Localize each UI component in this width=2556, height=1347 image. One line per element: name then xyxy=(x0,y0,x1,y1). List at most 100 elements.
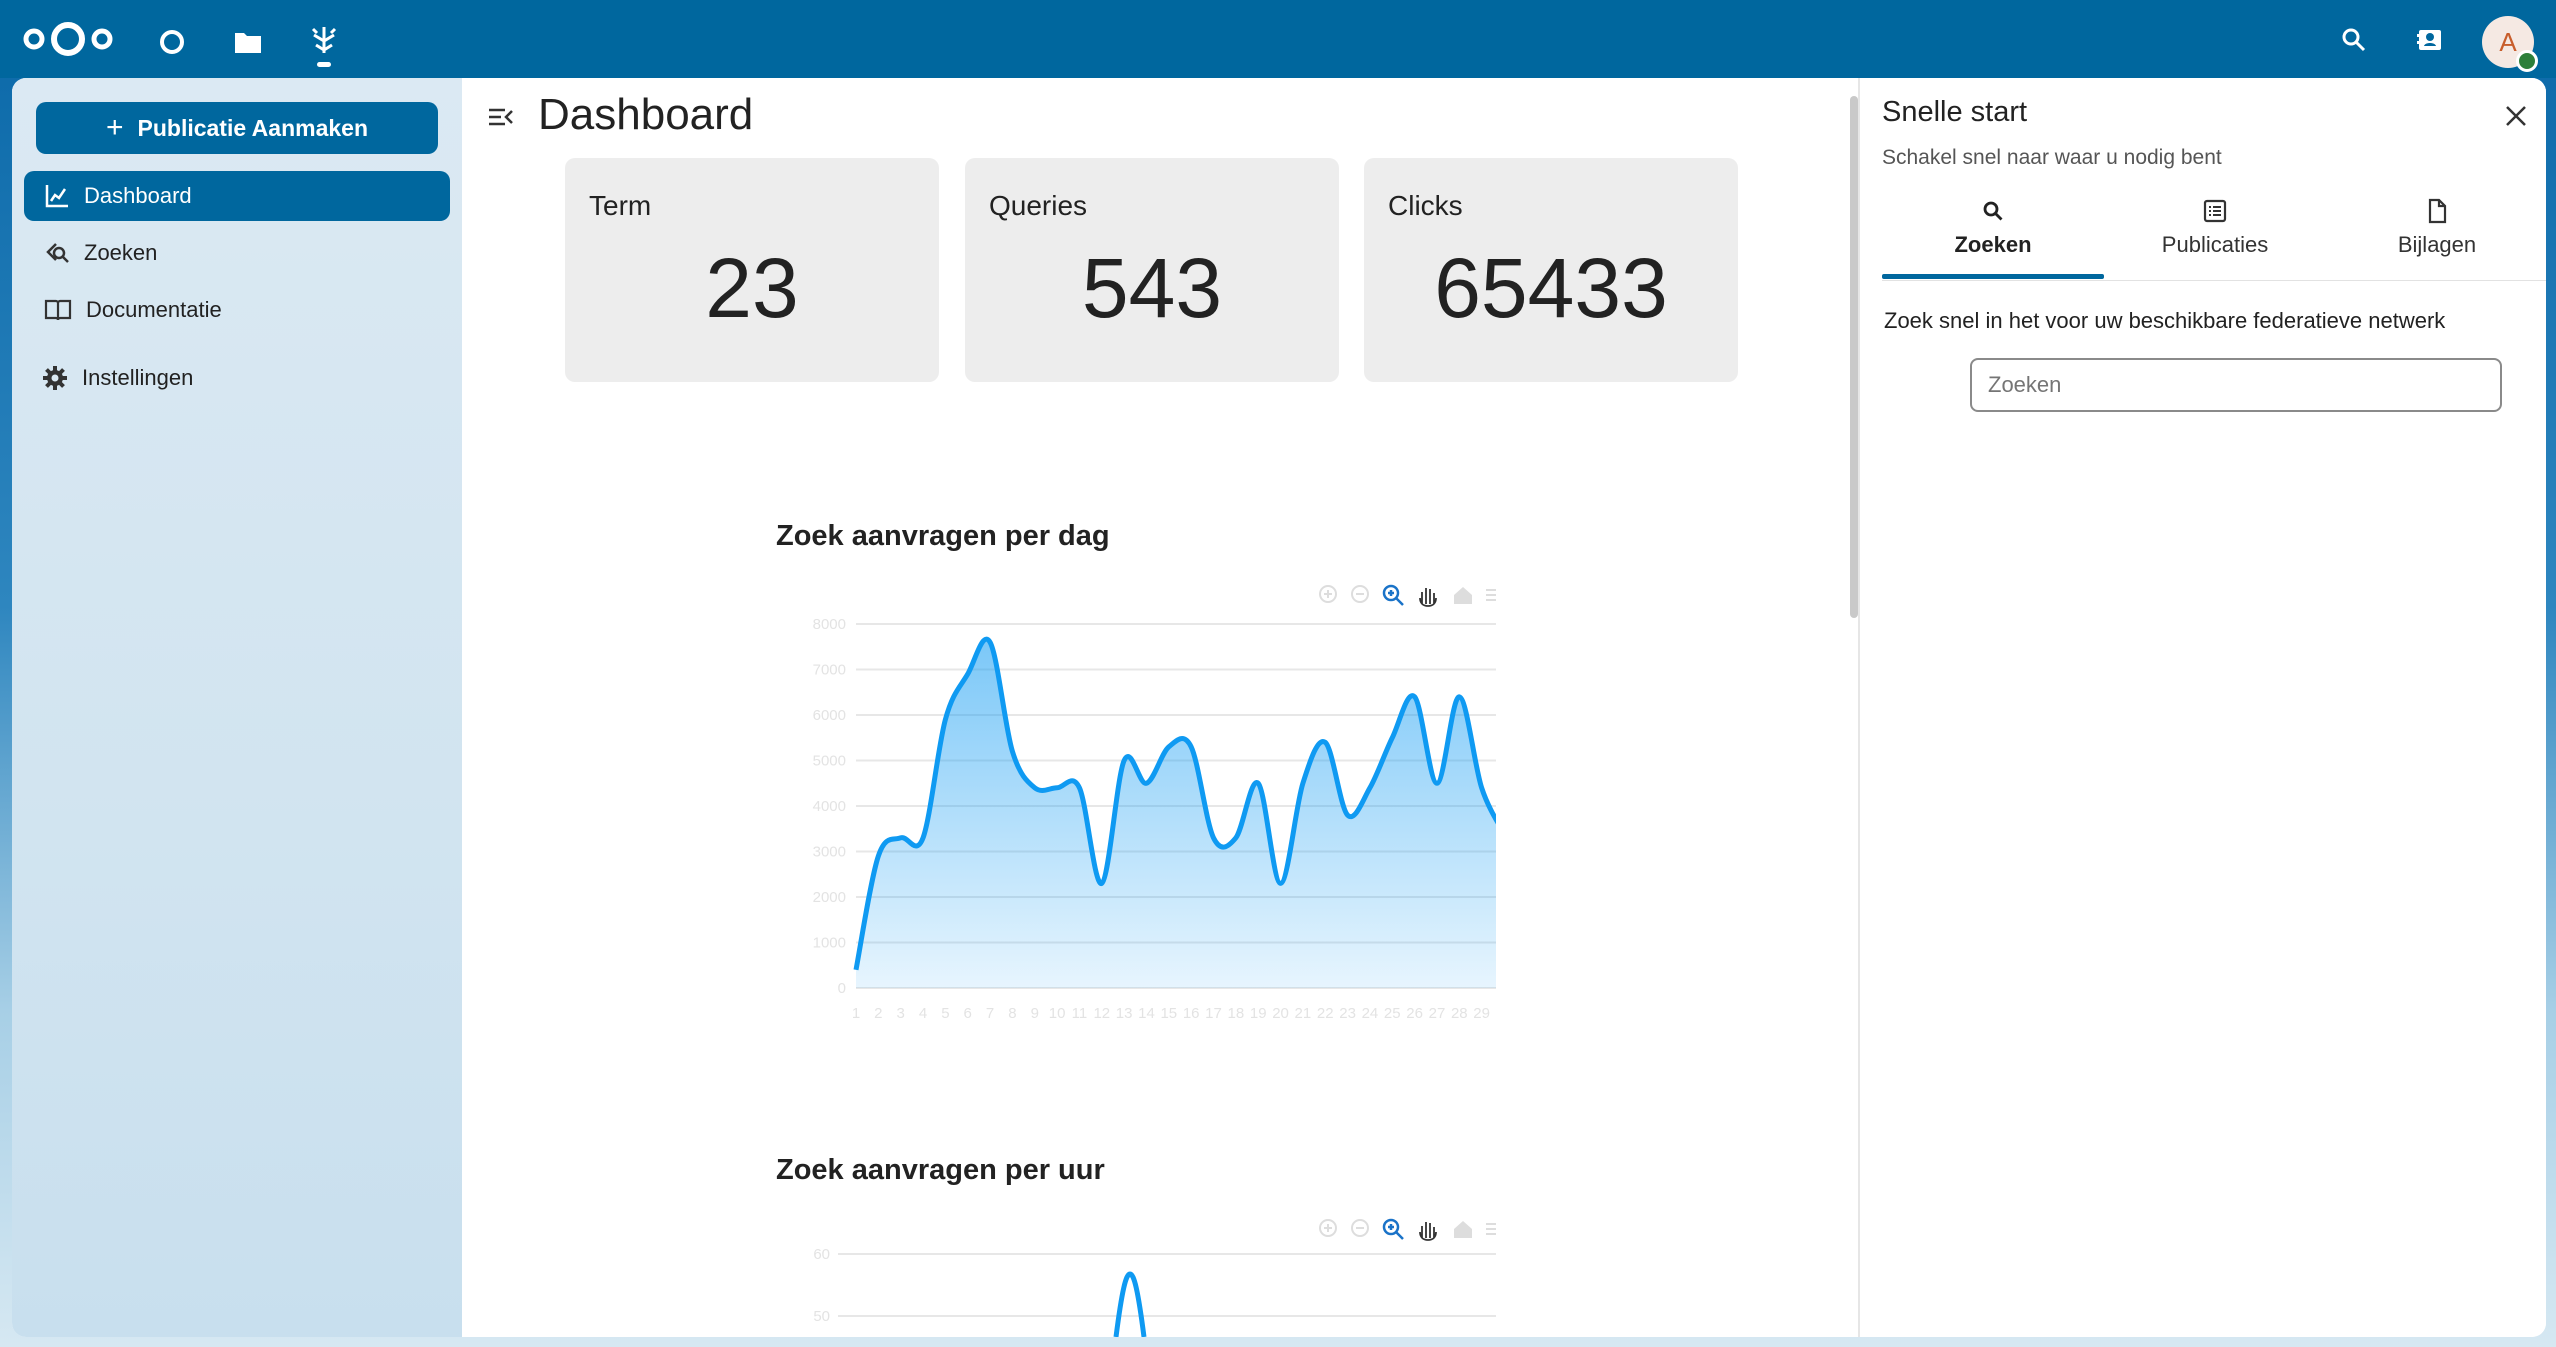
sidebar-item-instellingen[interactable]: Instellingen xyxy=(24,353,450,403)
main-content: Dashboard Term 23 Queries 543 Clicks 654… xyxy=(462,78,1858,1337)
tab-publicaties[interactable]: Publicaties xyxy=(2104,198,2326,276)
x-tick-label: 21 xyxy=(1295,1005,1312,1022)
file-icon xyxy=(2428,198,2447,224)
zoom-icon[interactable] xyxy=(1382,584,1404,606)
zoom-in-icon[interactable] xyxy=(1319,1219,1337,1237)
pan-icon[interactable] xyxy=(1419,588,1437,607)
reset-icon[interactable] xyxy=(1454,587,1472,604)
menu-icon[interactable] xyxy=(1486,1223,1496,1235)
opencatalogi-app-icon[interactable] xyxy=(302,20,346,64)
user-avatar[interactable]: A xyxy=(2482,16,2538,72)
x-tick-label: 1 xyxy=(852,1005,860,1022)
y-tick-label: 1000 xyxy=(813,935,846,952)
pan-icon[interactable] xyxy=(1419,1222,1437,1241)
stat-value: 543 xyxy=(1081,241,1223,335)
list-icon xyxy=(2203,199,2227,223)
x-tick-label: 14 xyxy=(1138,1005,1155,1022)
y-tick-label: 3000 xyxy=(813,844,846,861)
y-tick-label: 8000 xyxy=(813,616,846,633)
stat-card-clicks: Clicks 65433 xyxy=(1364,158,1738,382)
book-icon xyxy=(44,299,72,321)
panel-title: Snelle start xyxy=(1882,96,2028,128)
stat-label: Queries xyxy=(989,190,1088,221)
chart-title-per-dag: Zoek aanvragen per dag xyxy=(776,520,1110,552)
close-icon[interactable] xyxy=(2500,100,2532,132)
x-tick-label: 22 xyxy=(1317,1005,1334,1022)
x-tick-label: 3 xyxy=(897,1005,905,1022)
sidebar-item-documentatie[interactable]: Documentatie xyxy=(24,285,450,335)
scrollbar-thumb[interactable] xyxy=(1850,96,1858,618)
stat-card-term: Term 23 xyxy=(565,158,939,382)
y-tick-label: 4000 xyxy=(813,798,846,815)
top-bar: A xyxy=(0,0,2556,78)
reset-icon[interactable] xyxy=(1454,1221,1472,1238)
dashboard-app-icon[interactable] xyxy=(150,20,194,64)
x-tick-label: 27 xyxy=(1429,1005,1446,1022)
sidebar-toggle-icon[interactable] xyxy=(486,102,516,132)
zoom-icon[interactable] xyxy=(1382,1218,1404,1240)
panel-divider xyxy=(1858,78,1860,1337)
tab-divider xyxy=(1882,280,2546,281)
y-tick-label: 6000 xyxy=(813,707,846,724)
x-tick-label: 28 xyxy=(1451,1005,1468,1022)
stat-card-queries: Queries 543 xyxy=(965,158,1339,382)
quick-start-panel: Snelle start Schakel snel naar waar u no… xyxy=(1860,78,2546,1337)
chart-icon xyxy=(45,185,68,208)
active-tab-indicator xyxy=(1882,274,2104,279)
x-tick-label: 5 xyxy=(941,1005,949,1022)
y-tick-label: 60 xyxy=(813,1246,830,1263)
tab-zoeken[interactable]: Zoeken xyxy=(1882,198,2104,276)
nextcloud-logo-icon[interactable] xyxy=(20,16,116,62)
x-tick-label: 17 xyxy=(1205,1005,1222,1022)
stat-value: 23 xyxy=(705,241,799,335)
zoom-out-icon[interactable] xyxy=(1351,1219,1369,1237)
tab-bijlagen[interactable]: Bijlagen xyxy=(2326,198,2546,276)
x-tick-label: 16 xyxy=(1183,1005,1200,1022)
tab-label: Bijlagen xyxy=(2397,232,2477,257)
page-title: Dashboard xyxy=(538,90,754,139)
stat-label: Clicks xyxy=(1388,190,1463,221)
y-tick-label: 5000 xyxy=(813,753,846,770)
sidebar-item-label: Documentatie xyxy=(86,297,222,322)
tab-label: Zoeken xyxy=(1954,232,2032,257)
x-tick-label: 20 xyxy=(1272,1005,1289,1022)
menu-icon[interactable] xyxy=(1486,589,1496,601)
x-tick-label: 18 xyxy=(1228,1005,1245,1022)
x-tick-label: 12 xyxy=(1093,1005,1110,1022)
search-input[interactable] xyxy=(1970,358,2502,412)
chart-title-per-uur: Zoek aanvragen per uur xyxy=(776,1154,1105,1186)
plus-icon: + xyxy=(105,111,124,144)
x-tick-label: 29 xyxy=(1473,1005,1490,1022)
search-hint: Zoek snel in het voor uw beschikbare fed… xyxy=(1884,308,2446,333)
files-app-icon[interactable] xyxy=(226,20,270,64)
x-tick-label: 11 xyxy=(1072,1005,1088,1022)
search-icon[interactable] xyxy=(2332,18,2376,62)
sidebar-item-zoeken[interactable]: Zoeken xyxy=(24,228,450,278)
zoom-out-icon[interactable] xyxy=(1351,585,1369,603)
search-icon xyxy=(46,243,69,263)
sidebar: + Publicatie Aanmaken Dashboard Zoeken D… xyxy=(12,78,462,1337)
x-tick-label: 26 xyxy=(1406,1005,1423,1022)
x-tick-label: 15 xyxy=(1160,1005,1177,1022)
y-tick-label: 0 xyxy=(838,980,846,997)
x-tick-label: 13 xyxy=(1116,1005,1133,1022)
zoom-in-icon[interactable] xyxy=(1319,585,1337,603)
new-publication-button[interactable]: + Publicatie Aanmaken xyxy=(36,102,438,154)
chart-per-uur: 50 60 xyxy=(813,1218,1496,1337)
avatar-initial: A xyxy=(2499,26,2517,57)
sidebar-item-label: Instellingen xyxy=(82,365,194,390)
status-online-icon xyxy=(2516,50,2538,72)
stat-value: 65433 xyxy=(1434,241,1668,335)
series-area xyxy=(856,639,1496,988)
x-tick-label: 2 xyxy=(874,1005,882,1022)
x-tick-label: 7 xyxy=(986,1005,994,1022)
x-tick-label: 8 xyxy=(1008,1005,1016,1022)
x-tick-label: 4 xyxy=(919,1005,927,1022)
sidebar-item-label: Dashboard xyxy=(84,183,192,208)
x-tick-label: 10 xyxy=(1049,1005,1066,1022)
sidebar-item-dashboard[interactable]: Dashboard xyxy=(24,171,450,221)
sidebar-item-label: Zoeken xyxy=(84,240,158,265)
series-line xyxy=(1113,1271,1147,1337)
contacts-icon[interactable] xyxy=(2408,18,2452,62)
